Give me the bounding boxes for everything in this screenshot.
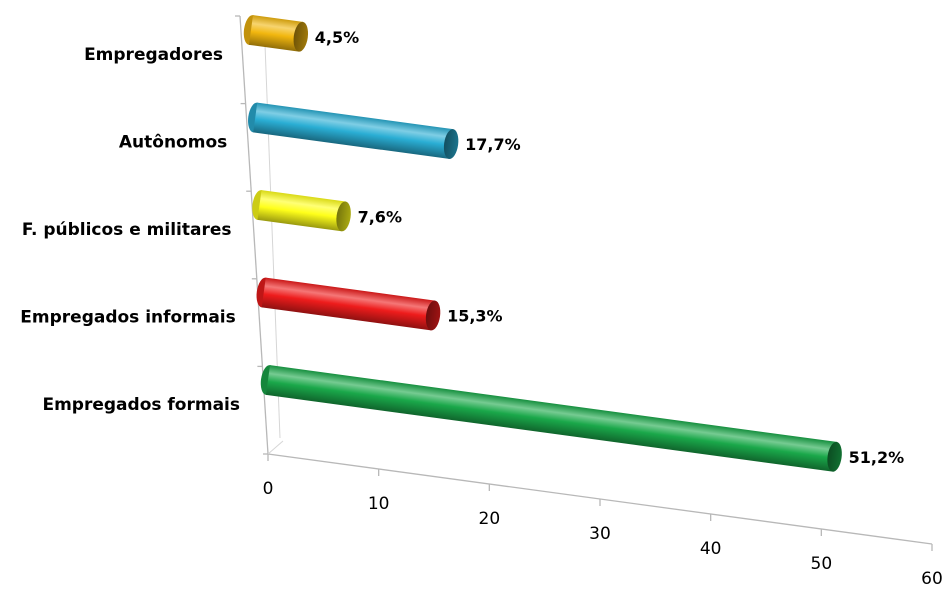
x-tick-label: 10 (368, 494, 390, 514)
data-labels: 4,5% 17,7% 7,6% 15,3% 51,2% (315, 28, 904, 467)
data-label-5: 4,5% (315, 28, 359, 47)
category-label-5: Empregadores (84, 45, 223, 65)
category-label-4: Autônomos (119, 133, 227, 153)
x-tick-label: 30 (589, 524, 611, 544)
x-tick-label: 40 (700, 539, 722, 559)
data-label-3: 7,6% (358, 207, 402, 226)
x-tick-label: 50 (811, 554, 833, 574)
data-label-1: 51,2% (849, 448, 905, 467)
x-axis-ticks: 0 10 20 30 40 50 60 (263, 454, 943, 589)
category-label-1: Empregados formais (42, 395, 240, 415)
x-tick-label: 0 (263, 479, 274, 499)
bar-1 (260, 365, 842, 472)
category-label-2: Empregados informais (20, 308, 235, 328)
x-tick-label: 60 (921, 569, 943, 589)
category-label-3: F. públicos e militares (22, 220, 232, 240)
bar-5 (243, 15, 309, 52)
bar-4 (248, 102, 459, 159)
bar-3 (252, 190, 351, 232)
floor-edge (267, 440, 284, 455)
x-tick-label: 20 (479, 509, 501, 529)
data-label-4: 17,7% (465, 135, 521, 154)
bar-2 (256, 277, 441, 331)
data-label-2: 15,3% (447, 306, 503, 325)
category-labels: Empregadores Autônomos F. públicos e milit… (20, 45, 240, 415)
chart-bars (243, 15, 842, 472)
